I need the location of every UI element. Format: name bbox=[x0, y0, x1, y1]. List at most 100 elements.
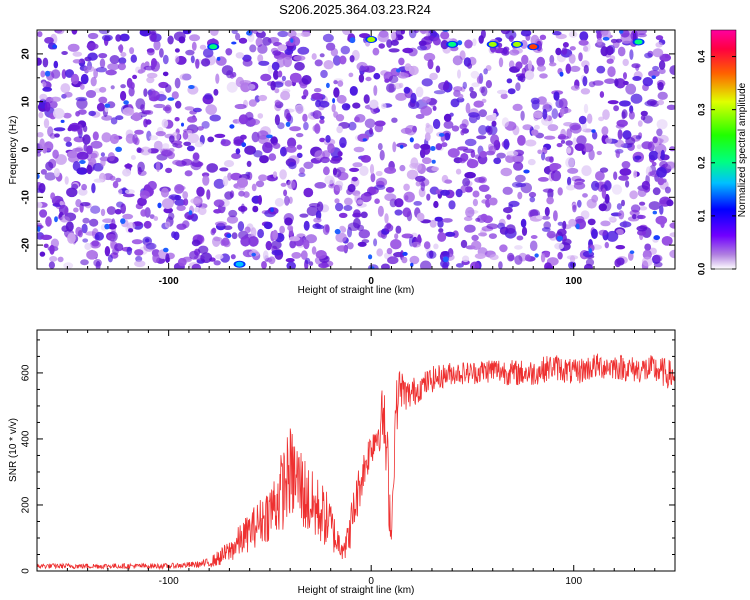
spectrogram-blob bbox=[38, 183, 46, 194]
spectrogram-blob bbox=[531, 129, 539, 136]
spectrogram-blob bbox=[472, 190, 480, 198]
spectrogram-blob bbox=[235, 148, 241, 155]
spectrogram-blob bbox=[568, 53, 576, 64]
spectrogram-blob bbox=[409, 255, 420, 265]
spectrogram-blob bbox=[120, 90, 127, 101]
spectrogram-blob bbox=[242, 59, 253, 67]
spectrogram-blob bbox=[360, 155, 371, 163]
spectrogram-blob bbox=[467, 158, 474, 168]
snr-y-tick-label: 600 bbox=[21, 364, 32, 381]
spectrogram-blob bbox=[549, 156, 554, 163]
spectrogram-blob bbox=[440, 40, 449, 50]
spectrogram-blob bbox=[375, 170, 383, 177]
spectrogram-blob bbox=[106, 206, 116, 215]
spectrogram-blob bbox=[602, 36, 610, 41]
spectrogram-blob bbox=[408, 30, 417, 39]
spectrogram-blob bbox=[425, 124, 434, 135]
spectrogram-blob bbox=[465, 102, 471, 114]
figure-title: S206.2025.364.03.23.R24 bbox=[279, 2, 431, 17]
spectrogram-blob bbox=[358, 74, 365, 83]
spectrogram-blob bbox=[168, 194, 180, 201]
spectrogram-blob bbox=[53, 168, 60, 178]
spectrogram-blob bbox=[201, 58, 211, 67]
spectrogram-blob bbox=[157, 202, 162, 209]
spectrogram-blob bbox=[52, 149, 59, 159]
spectrogram-blob bbox=[469, 91, 477, 99]
spectrogram-blob bbox=[164, 221, 171, 228]
spectrogram-blob bbox=[502, 186, 513, 195]
spectrogram-blob bbox=[92, 162, 104, 172]
spectrogram-blob bbox=[191, 263, 202, 269]
spectrogram-blob bbox=[393, 83, 402, 90]
spectrogram-blob bbox=[134, 249, 144, 256]
spectrogram-blob bbox=[595, 171, 605, 181]
spectrogram-blob bbox=[39, 251, 46, 257]
spectrogram-blob bbox=[171, 231, 177, 239]
spectrogram-blob bbox=[521, 54, 529, 65]
spectrogram-blob bbox=[287, 180, 296, 190]
spectrogram-blob bbox=[90, 205, 101, 214]
spectrogram-blob bbox=[270, 207, 274, 212]
spectrogram-blob bbox=[578, 115, 587, 125]
spectrogram-blob bbox=[596, 150, 602, 156]
spectrogram-blob bbox=[152, 252, 160, 264]
spectrogram-blob bbox=[576, 135, 587, 146]
spectrogram-hotspot bbox=[634, 39, 643, 45]
spectrogram-blob bbox=[462, 148, 475, 153]
spectrogram-blob bbox=[565, 140, 573, 146]
spectrogram-blob bbox=[535, 215, 543, 220]
spectrogram-blob bbox=[385, 186, 395, 193]
spectrogram-blob bbox=[235, 52, 244, 59]
spectrogram-blob bbox=[657, 91, 668, 100]
spectrogram-blob bbox=[520, 39, 528, 49]
spectrogram-blob bbox=[37, 201, 43, 209]
spectrogram-blob bbox=[312, 110, 322, 120]
spectrogram-blob bbox=[423, 52, 436, 62]
spectrogram-blob bbox=[323, 166, 330, 176]
spectrogram-blob bbox=[372, 47, 380, 56]
spectrogram-blob bbox=[616, 119, 628, 128]
spectrogram-blob bbox=[588, 248, 592, 254]
spectrogram-blob bbox=[486, 223, 499, 230]
spectrogram-blob bbox=[637, 120, 643, 127]
spectrogram-blob bbox=[652, 187, 661, 196]
spectrogram-blob bbox=[189, 250, 199, 260]
spectrogram-blob bbox=[225, 48, 233, 56]
spectrogram-hotspot bbox=[235, 261, 244, 267]
spectrogram-blob bbox=[237, 177, 248, 188]
spectrogram-blob bbox=[625, 180, 630, 188]
spectrogram-blob bbox=[312, 124, 320, 132]
spectrogram-hotspot bbox=[513, 41, 522, 47]
spectrogram-blob bbox=[308, 203, 321, 208]
spectrogram-blob bbox=[181, 122, 184, 127]
spectrogram-blob bbox=[337, 151, 343, 157]
spectrogram-blob bbox=[191, 41, 197, 51]
spectrogram-blob bbox=[234, 103, 247, 110]
spectrogram-blob bbox=[59, 200, 64, 206]
spectrogram-blob bbox=[213, 237, 223, 242]
spectrogram-blob bbox=[596, 65, 606, 74]
spectrogram-blob bbox=[606, 58, 614, 64]
spectrogram-blob bbox=[293, 55, 306, 61]
spectrogram-blob bbox=[66, 187, 78, 198]
spectrogram-blob bbox=[471, 234, 479, 241]
spectrogram-blob bbox=[651, 161, 657, 167]
spectrogram-blob bbox=[528, 191, 537, 198]
spectrogram-blob bbox=[489, 254, 499, 261]
spectrogram-blob bbox=[467, 62, 473, 69]
spectrogram-blob bbox=[101, 115, 113, 121]
spectrogram-blob bbox=[162, 71, 169, 77]
spectrogram-blob bbox=[120, 203, 126, 214]
spectrogram-blob bbox=[327, 143, 335, 154]
spectrogram-blob bbox=[136, 147, 142, 153]
spectrogram-blob bbox=[630, 93, 643, 104]
spectrogram-blob bbox=[657, 81, 664, 91]
spectrogram-blob bbox=[394, 209, 403, 216]
spectrogram-blob bbox=[82, 217, 90, 224]
spectrogram-blob bbox=[476, 135, 487, 140]
spectrogram-blob bbox=[557, 187, 563, 196]
spectrogram-blob bbox=[524, 70, 535, 80]
spectrogram-blob bbox=[265, 240, 272, 251]
spectrogram-blob bbox=[231, 41, 237, 45]
